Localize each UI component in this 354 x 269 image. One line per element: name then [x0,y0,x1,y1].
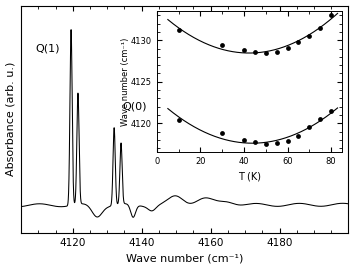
Text: Q(1): Q(1) [35,44,59,54]
Y-axis label: Absorbance (arb. u.): Absorbance (arb. u.) [6,62,16,176]
X-axis label: Wave number (cm⁻¹): Wave number (cm⁻¹) [126,253,244,263]
Text: Q(0): Q(0) [123,101,147,111]
